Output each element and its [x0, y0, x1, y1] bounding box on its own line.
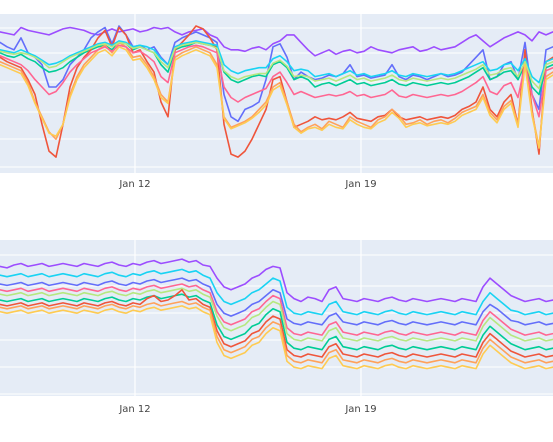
- series-line-2: [0, 25, 553, 123]
- top-x-tick-label-jan-19: Jan 19: [344, 179, 376, 190]
- bottom-x-tick-label-jan-19: Jan 19: [344, 404, 376, 415]
- series-line-6: [0, 40, 553, 84]
- bottom-x-tick-label-jan-12: Jan 12: [118, 404, 150, 415]
- top-x-axis-ticks: Jan 12 Jan 19: [118, 179, 376, 190]
- series-line-4: [0, 283, 553, 336]
- top-series-lines: [0, 25, 553, 158]
- series-line-8: [0, 41, 553, 90]
- bottom-gridlines: [0, 240, 553, 396]
- series-line-9: [0, 46, 553, 149]
- top-x-tick-label-jan-12: Jan 12: [118, 179, 150, 190]
- series-line-5: [0, 41, 553, 148]
- series-line-7: [0, 44, 553, 118]
- bottom-x-axis-ticks: Jan 12 Jan 19: [118, 404, 376, 415]
- top-plot-background: [0, 14, 553, 173]
- series-line-6: [0, 293, 553, 351]
- series-line-1: [0, 258, 553, 303]
- series-line-5: [0, 287, 553, 342]
- bottom-series-lines: [0, 258, 553, 370]
- series-line-3: [0, 277, 553, 326]
- series-line-9: [0, 305, 553, 370]
- series-line-8: [0, 300, 553, 364]
- series-line-1: [0, 26, 553, 57]
- series-line-2: [0, 268, 553, 316]
- bottom-chart-panel: Jan 12 Jan 19: [0, 240, 553, 415]
- top-chart-panel: Jan 12 Jan 19: [0, 14, 553, 190]
- series-line-7: [0, 289, 553, 358]
